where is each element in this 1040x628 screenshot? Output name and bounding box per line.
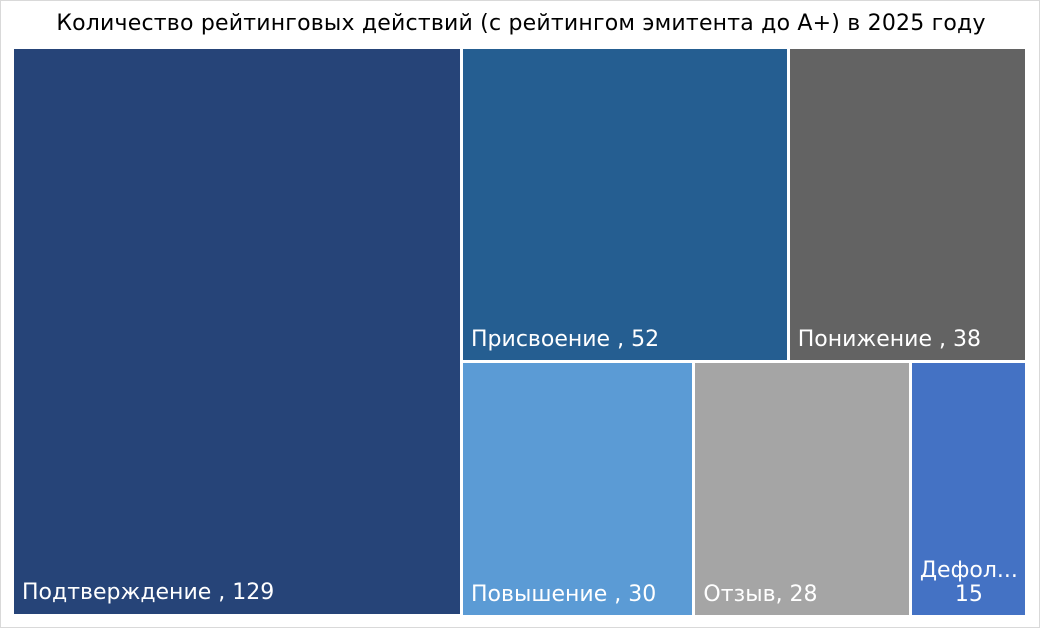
tile-label-3: Повышение , 30: [471, 581, 657, 607]
tile-label-5: Дефол... 15: [912, 557, 1025, 607]
tile-label-4: Отзыв, 28: [703, 581, 818, 607]
tile-label-2: Понижение , 38: [797, 326, 981, 352]
treemap-tile-3: Повышение , 30: [463, 363, 693, 615]
treemap-tile-2: Понижение , 38: [789, 49, 1026, 360]
treemap-tile-4: Отзыв, 28: [695, 363, 910, 615]
treemap-tile-5: Дефол... 15: [912, 363, 1026, 615]
tile-label-name-5: Дефол...: [919, 557, 1018, 583]
treemap-tile-0: Подтверждение , 129: [14, 49, 461, 614]
tile-label-1: Присвоение , 52: [471, 326, 660, 352]
tile-label-0: Подтверждение , 129: [22, 580, 275, 606]
tile-label-value-5: 15: [954, 581, 983, 607]
treemap-tile-1: Присвоение , 52: [463, 49, 787, 360]
chart-title: Количество рейтинговых действий (с рейти…: [56, 11, 986, 36]
